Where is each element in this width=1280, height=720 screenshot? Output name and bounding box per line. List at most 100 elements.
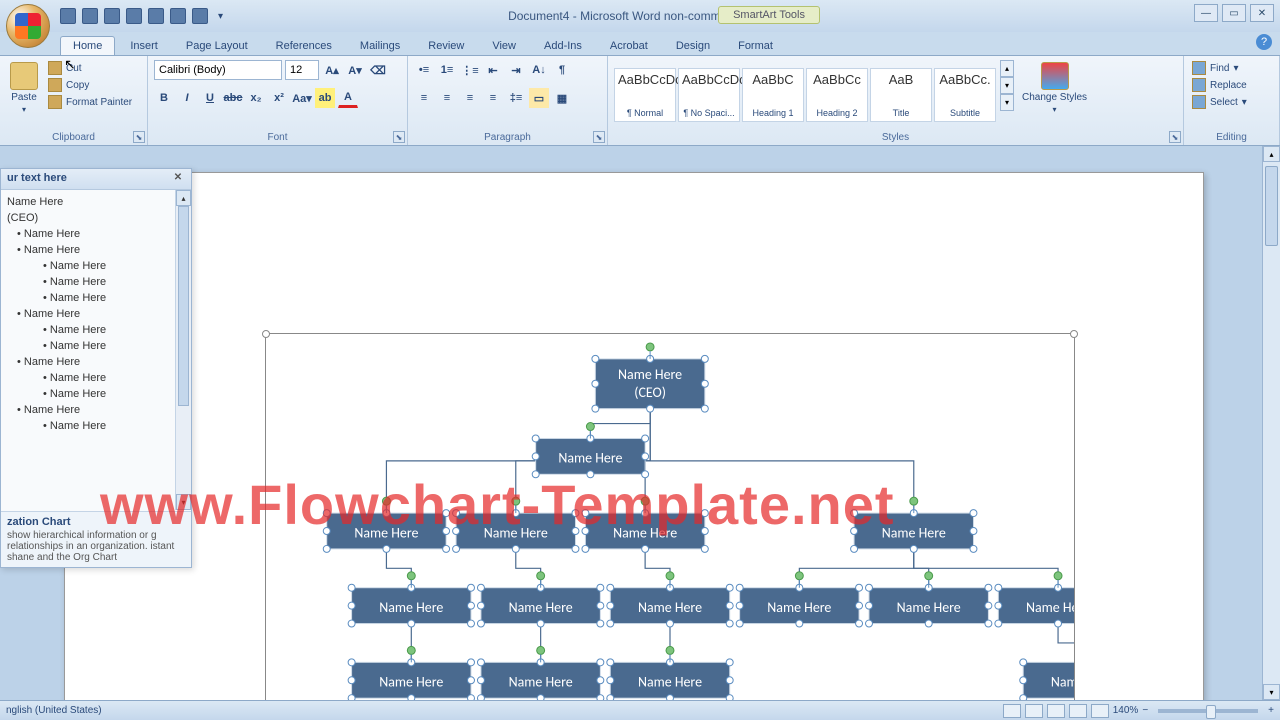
scroll-down-icon[interactable]: ▾ <box>1263 684 1280 700</box>
change-case-button[interactable]: Aa▾ <box>292 88 312 108</box>
textpane-item[interactable]: Name Here <box>3 402 189 418</box>
select-button[interactable]: Select ▾ <box>1190 94 1273 110</box>
scroll-up-icon[interactable]: ▴ <box>1263 146 1280 162</box>
shading-button[interactable]: ▭ <box>529 88 549 108</box>
style-item[interactable]: AaBbCc.Subtitle <box>934 68 996 122</box>
status-language[interactable]: nglish (United States) <box>6 705 102 716</box>
textpane-item[interactable]: Name Here <box>3 226 189 242</box>
textpane-scrollbar[interactable]: ▴ ▾ <box>175 190 191 510</box>
textpane-item[interactable]: Name Here <box>3 322 189 338</box>
styles-dialog-launcher[interactable]: ⬊ <box>1169 131 1181 143</box>
org-node[interactable]: Name Here <box>582 497 708 552</box>
font-color-button[interactable]: A <box>338 88 358 108</box>
style-gallery[interactable]: AaBbCcDc¶ NormalAaBbCcDc¶ No Spaci...AaB… <box>614 60 996 130</box>
style-item[interactable]: AaBbCHeading 1 <box>742 68 804 122</box>
textpane-item[interactable]: Name Here <box>3 354 189 370</box>
paragraph-dialog-launcher[interactable]: ⬊ <box>593 131 605 143</box>
find-button[interactable]: Find ▾ <box>1190 60 1273 76</box>
tab-mailings[interactable]: Mailings <box>347 36 413 55</box>
grow-font-button[interactable]: A▴ <box>322 60 342 80</box>
tab-design[interactable]: Design <box>663 36 723 55</box>
align-center-button[interactable]: ≡ <box>437 88 457 108</box>
textpane-item[interactable]: Name Here <box>3 338 189 354</box>
tab-page-layout[interactable]: Page Layout <box>173 36 261 55</box>
save-icon[interactable] <box>60 8 76 24</box>
qat-more-icon[interactable]: ▾ <box>218 11 223 22</box>
align-left-button[interactable]: ≡ <box>414 88 434 108</box>
org-node[interactable]: Name Here <box>348 646 474 700</box>
indent-right-button[interactable]: ⇥ <box>506 60 526 80</box>
numbering-button[interactable]: 1≡ <box>437 60 457 80</box>
superscript-button[interactable]: x² <box>269 88 289 108</box>
org-node[interactable]: Name Here(CEO) <box>592 343 708 412</box>
style-item[interactable]: AaBbCcHeading 2 <box>806 68 868 122</box>
org-node[interactable]: Name Here <box>607 646 733 700</box>
minimize-button[interactable]: — <box>1194 4 1218 22</box>
tab-insert[interactable]: Insert <box>117 36 171 55</box>
multilevel-button[interactable]: ⋮≡ <box>460 60 480 80</box>
new-icon[interactable] <box>126 8 142 24</box>
help-icon[interactable]: ? <box>1256 34 1272 50</box>
gallery-scroll[interactable]: ▴▾▾ <box>1000 60 1014 130</box>
textpane-item[interactable]: (CEO) <box>3 210 189 226</box>
zoom-out-button[interactable]: − <box>1142 705 1148 716</box>
org-node[interactable]: Name Here <box>348 572 474 627</box>
clear-format-button[interactable]: ⌫ <box>368 60 388 80</box>
tab-view[interactable]: View <box>479 36 529 55</box>
copy-button[interactable]: Copy <box>46 77 134 93</box>
bold-button[interactable]: B <box>154 88 174 108</box>
align-right-button[interactable]: ≡ <box>460 88 480 108</box>
textpane-item[interactable]: Name Here <box>3 194 189 210</box>
maximize-button[interactable]: ▭ <box>1222 4 1246 22</box>
view-full-screen[interactable] <box>1025 704 1043 718</box>
close-button[interactable]: ✕ <box>1250 4 1274 22</box>
clipboard-dialog-launcher[interactable]: ⬊ <box>133 131 145 143</box>
bullets-button[interactable]: •≡ <box>414 60 434 80</box>
zoom-in-button[interactable]: + <box>1268 705 1274 716</box>
org-node[interactable]: Name Here <box>532 423 648 478</box>
org-node[interactable]: Name Here <box>1020 646 1074 700</box>
office-button[interactable] <box>6 4 50 48</box>
font-size-select[interactable] <box>285 60 319 80</box>
scroll-thumb[interactable] <box>1265 166 1278 246</box>
view-outline[interactable] <box>1069 704 1087 718</box>
org-node[interactable]: Name Here <box>453 497 579 552</box>
textpane-item[interactable]: Name Here <box>3 418 189 434</box>
org-node[interactable]: Name Here <box>323 497 449 552</box>
view-draft[interactable] <box>1091 704 1109 718</box>
org-node[interactable]: Name Here <box>607 572 733 627</box>
textpane-item[interactable]: Name Here <box>3 386 189 402</box>
tab-format[interactable]: Format <box>725 36 786 55</box>
smartart-canvas[interactable]: Name Here(CEO)Name HereName HereName Her… <box>265 333 1075 700</box>
sort-button[interactable]: A↓ <box>529 60 549 80</box>
zoom-slider[interactable] <box>1158 709 1258 713</box>
textpane-item[interactable]: Name Here <box>3 258 189 274</box>
format-painter-button[interactable]: Format Painter <box>46 94 134 110</box>
replace-button[interactable]: Replace <box>1190 77 1273 93</box>
org-node[interactable]: Name Here <box>995 572 1074 627</box>
view-print-layout[interactable] <box>1003 704 1021 718</box>
zoom-level[interactable]: 140% <box>1113 705 1139 716</box>
org-node[interactable]: Name Here <box>866 572 992 627</box>
org-node[interactable]: Name Here <box>736 572 862 627</box>
tab-acrobat[interactable]: Acrobat <box>597 36 661 55</box>
vertical-scrollbar[interactable]: ▴ ▾ <box>1262 146 1280 700</box>
cut-button[interactable]: Cut <box>46 60 134 76</box>
borders-button[interactable]: ▦ <box>552 88 572 108</box>
view-web-layout[interactable] <box>1047 704 1065 718</box>
tab-add-ins[interactable]: Add-Ins <box>531 36 595 55</box>
textpane-item[interactable]: Name Here <box>3 290 189 306</box>
tab-home[interactable]: Home <box>60 36 115 55</box>
highlight-button[interactable]: ab <box>315 88 335 108</box>
print-icon[interactable] <box>192 8 208 24</box>
textpane-close-button[interactable]: ✕ <box>171 172 185 186</box>
strike-button[interactable]: abc <box>223 88 243 108</box>
font-family-select[interactable] <box>154 60 282 80</box>
preview-icon[interactable] <box>170 8 186 24</box>
tab-review[interactable]: Review <box>415 36 477 55</box>
indent-left-button[interactable]: ⇤ <box>483 60 503 80</box>
change-styles-button[interactable]: Change Styles ▾ <box>1018 60 1091 130</box>
textpane-item[interactable]: Name Here <box>3 306 189 322</box>
page[interactable]: Name Here(CEO)Name HereName HereName Her… <box>64 172 1204 700</box>
redo-icon[interactable] <box>104 8 120 24</box>
